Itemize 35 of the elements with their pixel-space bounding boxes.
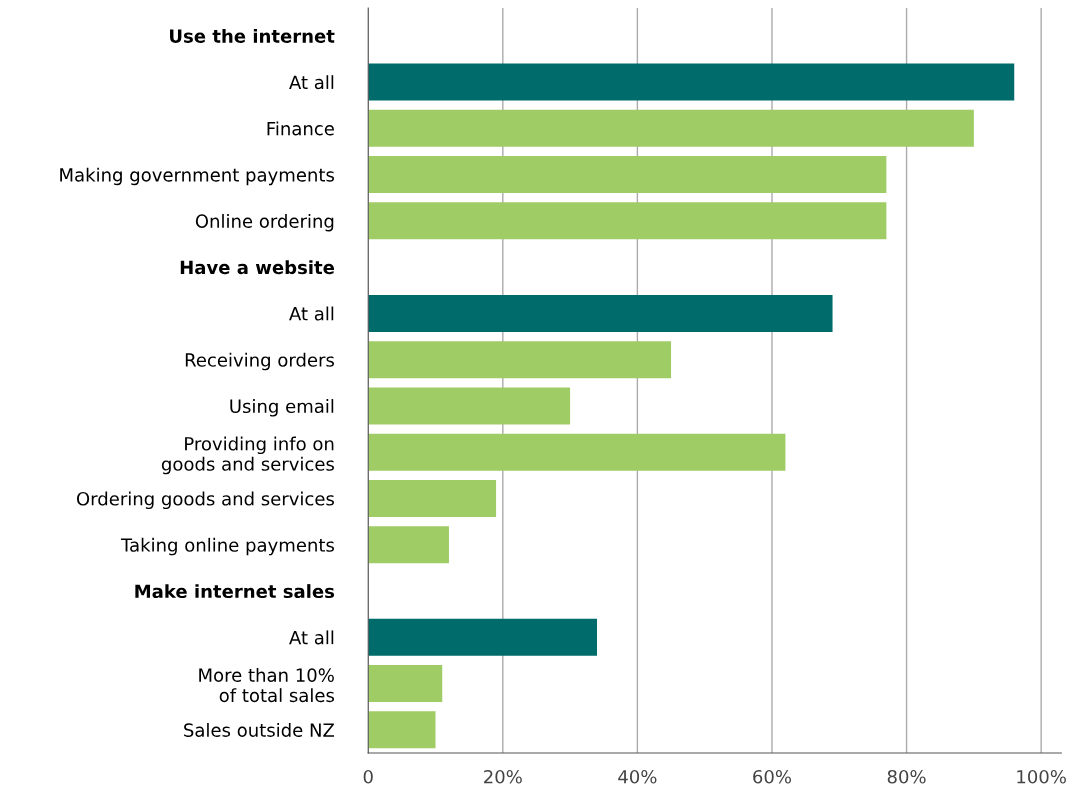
y-tick-label: Make internet sales bbox=[135, 584, 335, 599]
y-tick-label: Making government payments bbox=[60, 167, 334, 186]
x-tick-label: 80% bbox=[887, 769, 926, 784]
x-tick-label: 40% bbox=[618, 769, 657, 784]
bar bbox=[368, 665, 443, 703]
y-tick-label: Receiving orders bbox=[185, 352, 334, 371]
bar bbox=[368, 387, 571, 425]
y-tick-label: At all bbox=[289, 306, 334, 321]
bar bbox=[368, 341, 672, 379]
bar bbox=[368, 526, 449, 564]
x-tick-label: 20% bbox=[484, 769, 522, 784]
bar bbox=[368, 109, 974, 147]
y-tick-label: Using email bbox=[230, 399, 334, 417]
y-tick-label: Taking online payments bbox=[120, 537, 335, 556]
x-tick-label: 0 bbox=[363, 769, 373, 784]
x-tick-label: 100% bbox=[1017, 769, 1066, 784]
bar bbox=[368, 479, 497, 517]
x-tick-label: 60% bbox=[753, 769, 792, 784]
bar bbox=[368, 202, 887, 240]
bar bbox=[368, 294, 833, 332]
bar bbox=[368, 63, 1015, 101]
y-tick-label: At all bbox=[289, 630, 334, 645]
y-tick-label: Providing info on goods and services bbox=[161, 436, 334, 475]
y-tick-label: Online ordering bbox=[195, 213, 334, 232]
y-tick-label: Have a website bbox=[180, 260, 335, 275]
bar bbox=[368, 156, 887, 194]
y-tick-label: More than 10% of total sales bbox=[199, 667, 335, 703]
bar bbox=[368, 711, 436, 749]
bar bbox=[368, 433, 786, 471]
y-tick-label: Sales outside NZ bbox=[184, 722, 335, 737]
y-tick-label: At all bbox=[289, 75, 334, 90]
y-tick-label: Use the internet bbox=[170, 28, 335, 43]
y-tick-label: Ordering goods and services bbox=[76, 491, 334, 510]
bar bbox=[368, 618, 598, 656]
y-tick-label: Finance bbox=[267, 121, 334, 136]
